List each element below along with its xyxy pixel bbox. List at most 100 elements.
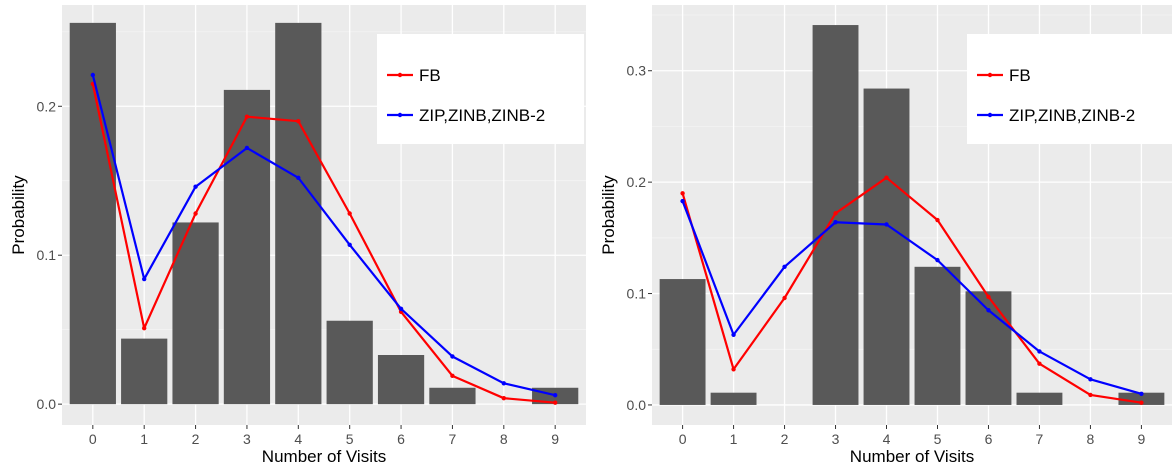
- legend-key-point: [987, 72, 993, 78]
- x-tick-label: 0: [679, 431, 687, 447]
- legend: FB ZIP,ZINB,ZINB-2: [377, 34, 584, 144]
- series-point: [731, 332, 736, 337]
- legend-key-point: [397, 72, 403, 78]
- x-tick-label: 2: [192, 431, 200, 447]
- bar-0: [659, 279, 706, 405]
- bar-7: [429, 387, 476, 405]
- series-point: [833, 211, 838, 216]
- series-point: [680, 198, 685, 204]
- y-axis-title: Probability: [599, 175, 618, 255]
- series-point: [501, 381, 507, 386]
- series-point: [935, 217, 940, 223]
- x-tick-label: 4: [883, 431, 891, 447]
- bar-3: [223, 89, 271, 405]
- x-tick-label: 1: [140, 431, 148, 447]
- bar-6: [377, 355, 425, 405]
- series-point: [1037, 361, 1042, 366]
- x-axis-title: Number of Visits: [262, 447, 386, 466]
- series-point: [1139, 400, 1144, 405]
- bar-2: [172, 222, 219, 405]
- series-point: [244, 114, 250, 119]
- bar-4: [863, 88, 910, 405]
- series-point: [296, 175, 301, 180]
- series-point: [347, 242, 352, 247]
- series-point: [193, 184, 198, 189]
- x-tick-label: 8: [500, 431, 508, 447]
- y-tick-label: 0.1: [37, 247, 57, 263]
- x-tick-label: 7: [1036, 431, 1044, 447]
- series-point: [1139, 391, 1144, 397]
- x-tick-label: 9: [551, 431, 559, 447]
- series-point: [1088, 377, 1093, 382]
- series-point: [884, 175, 889, 180]
- x-tick-label: 0: [89, 431, 97, 447]
- y-axis-title: Probability: [9, 175, 28, 255]
- series-point: [986, 294, 991, 300]
- y-tick-label: 0.0: [627, 397, 647, 413]
- x-tick-label: 5: [934, 431, 942, 447]
- series-point: [782, 264, 787, 270]
- chart-panel-1: 0.0 0.1 0.2 0 1 2 3 4 5 6 7 8 9 Number of Visits Proba…: [9, 5, 586, 466]
- legend-box: [377, 34, 584, 144]
- series-point: [680, 191, 685, 196]
- series-point: [141, 325, 147, 331]
- y-tick-label: 0.1: [627, 286, 647, 302]
- legend-box: [967, 34, 1172, 144]
- legend-label: ZIP,ZINB,ZINB-2: [1009, 106, 1135, 125]
- series-point: [986, 308, 991, 313]
- series-point: [501, 395, 507, 401]
- bar-0: [69, 22, 116, 405]
- series-point: [1088, 392, 1093, 398]
- legend-key-point: [987, 112, 993, 118]
- x-tick-label: 3: [243, 431, 251, 447]
- series-point: [398, 306, 404, 312]
- series-point: [731, 367, 736, 372]
- series-point: [884, 222, 889, 227]
- x-tick-label: 8: [1087, 431, 1095, 447]
- series-point: [935, 257, 940, 263]
- y-tick-label: 0.2: [37, 98, 57, 114]
- series-line-2: [681, 200, 1142, 395]
- legend: FB ZIP,ZINB,ZINB-2: [967, 34, 1172, 144]
- bar-1: [710, 392, 757, 405]
- series-point: [244, 145, 250, 151]
- x-tick-label: 6: [985, 431, 993, 447]
- x-axis-title: Number of Visits: [850, 447, 974, 466]
- chart-panel-2: 0.0 0.1 0.2 0.3 0 1 2 3 4 5 6 7 8 9 Number of Visits Pr…: [599, 5, 1172, 466]
- bar-7: [1016, 392, 1063, 405]
- series-point: [450, 373, 455, 379]
- series-line-1: [681, 176, 1142, 404]
- y-tick-label: 0.2: [627, 174, 647, 190]
- bar-4: [275, 22, 322, 405]
- bar-1: [121, 338, 168, 405]
- series-point: [450, 354, 455, 359]
- x-tick-label: 9: [1138, 431, 1146, 447]
- x-tick-label: 6: [397, 431, 405, 447]
- bar-5: [914, 266, 961, 405]
- series-point: [347, 211, 352, 216]
- series-point: [552, 393, 558, 398]
- series-point: [782, 295, 787, 301]
- series-point: [141, 276, 147, 282]
- x-tick-label: 1: [730, 431, 738, 447]
- legend-label: FB: [1009, 66, 1031, 85]
- series-point: [193, 211, 198, 216]
- series-point: [90, 72, 96, 78]
- series-point: [296, 118, 301, 124]
- series-point: [552, 400, 558, 405]
- series-line-2: [91, 74, 556, 397]
- x-tick-label: 2: [781, 431, 789, 447]
- legend-key-point: [397, 112, 403, 118]
- series-point: [1037, 349, 1042, 354]
- y-tick-label: 0.3: [627, 63, 647, 79]
- x-tick-label: 4: [294, 431, 302, 447]
- series-point: [833, 220, 838, 225]
- series-line-1: [91, 83, 556, 404]
- legend-label: ZIP,ZINB,ZINB-2: [419, 106, 545, 125]
- x-tick-label: 3: [832, 431, 840, 447]
- y-tick-label: 0.0: [37, 396, 57, 412]
- x-tick-label: 7: [449, 431, 457, 447]
- bar-5: [326, 320, 373, 405]
